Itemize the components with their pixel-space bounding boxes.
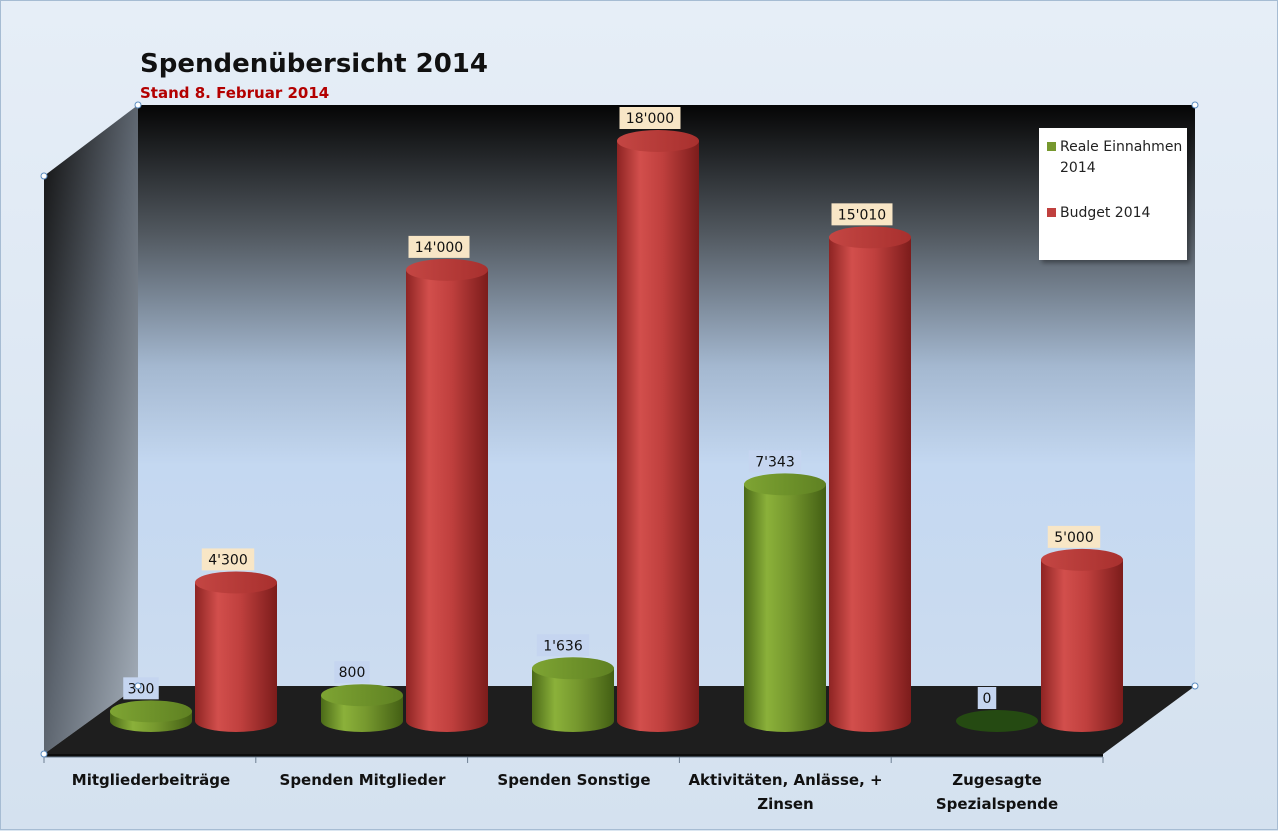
chart-subtitle: Stand 8. Februar 2014: [140, 84, 329, 102]
chart-side-wall: [44, 105, 138, 754]
data-label-text: 4'300: [208, 552, 247, 568]
data-label-bg: [748, 450, 802, 473]
data-label-text: 1'636: [543, 638, 583, 654]
data-label-bg: [201, 548, 255, 571]
category-label: Aktivitäten, Anlässe, + Zinsen: [688, 771, 882, 813]
category-labels-group: Mitgliederbeiträge Spenden Mitglieder Spen…: [72, 771, 1058, 813]
data-label-text: 800: [339, 665, 366, 681]
bar-top: [406, 258, 488, 281]
bar-top: [744, 473, 826, 496]
data-label: 0: [977, 687, 997, 709]
legend: Reale Einnahmen 2014 Budget 2014: [1039, 128, 1187, 260]
bar-top: [195, 571, 277, 594]
category-label: Spenden Sonstige: [497, 771, 650, 789]
data-label-bg: [536, 634, 590, 657]
category-label: Spenden Mitglieder: [280, 771, 447, 789]
bar-reale-4: [956, 710, 1038, 732]
legend-swatch: [1047, 208, 1056, 217]
data-label-bg: [123, 677, 159, 700]
handle: [40, 750, 48, 758]
data-labels-group: 300 4'300 800 14'000 1'636 18'000 7'343 15'010 0…: [123, 107, 1101, 709]
legend-label: Reale Einnahmen 2014: [1060, 139, 1182, 176]
data-label-text: 18'000: [626, 111, 674, 127]
data-label: 14'000: [408, 235, 470, 258]
legend-item: Budget 2014: [1047, 205, 1151, 221]
data-label-bg: [831, 203, 893, 226]
data-label-text: 7'343: [755, 454, 794, 470]
bar-budget-1: [406, 258, 488, 732]
bar-body: [744, 484, 826, 732]
plot-area-handles: [40, 101, 1199, 758]
bar-reale-3: [744, 473, 826, 732]
data-label-text: 14'000: [415, 240, 463, 256]
chart-floor-edge: [44, 754, 1103, 757]
bar-body: [532, 668, 614, 732]
data-label-bg: [619, 107, 681, 129]
data-label-text: 5'000: [1054, 530, 1093, 546]
data-label: 15'010: [831, 203, 893, 226]
bar-top: [321, 684, 403, 707]
handle: [134, 682, 142, 690]
data-label: 800: [334, 661, 370, 684]
bar-top: [956, 710, 1038, 732]
legend-item: Reale Einnahmen 2014: [1047, 139, 1182, 176]
data-label-bg: [334, 661, 370, 684]
data-label: 1'636: [536, 634, 590, 657]
data-label-text: 300: [128, 681, 155, 697]
bar-reale-0: [110, 700, 192, 732]
handle: [1191, 682, 1199, 690]
handle: [40, 172, 48, 180]
bars-group: [110, 130, 1123, 732]
bar-budget-0: [195, 571, 277, 732]
bar-body: [195, 582, 277, 732]
bar-reale-2: [532, 657, 614, 732]
bar-body: [1041, 559, 1123, 732]
legend-label: Budget 2014: [1060, 205, 1151, 221]
bar-body: [617, 141, 699, 732]
data-label-text: 0: [983, 691, 992, 707]
data-label: 4'300: [201, 548, 255, 571]
x-axis-ticks: [43, 757, 1104, 763]
data-label-bg: [408, 235, 470, 258]
bar-top: [110, 700, 192, 723]
data-label-text: 15'010: [838, 207, 886, 223]
bar-top: [1041, 548, 1123, 571]
data-label: 18'000: [619, 107, 681, 129]
legend-swatch: [1047, 142, 1056, 151]
data-label: 7'343: [748, 450, 802, 473]
category-label: Zugesagte Spezialspende: [936, 771, 1058, 813]
chart-title: Spendenübersicht 2014: [140, 49, 488, 79]
bar-budget-3: [829, 226, 911, 732]
bar-budget-4: [1041, 548, 1123, 732]
bar-top: [532, 657, 614, 680]
data-label-bg: [1047, 525, 1101, 548]
bar-top: [829, 226, 911, 249]
data-label: 5'000: [1047, 525, 1101, 548]
bar-reale-1: [321, 684, 403, 732]
handle: [134, 101, 142, 109]
bar-top: [617, 130, 699, 152]
category-label: Mitgliederbeiträge: [72, 771, 230, 789]
bar-body: [829, 237, 911, 732]
data-label-bg: [977, 687, 997, 709]
bar-budget-2: [617, 130, 699, 732]
bar-body: [406, 269, 488, 732]
legend-box: [1039, 128, 1187, 260]
data-label: 300: [123, 677, 159, 700]
handle: [1191, 101, 1199, 109]
